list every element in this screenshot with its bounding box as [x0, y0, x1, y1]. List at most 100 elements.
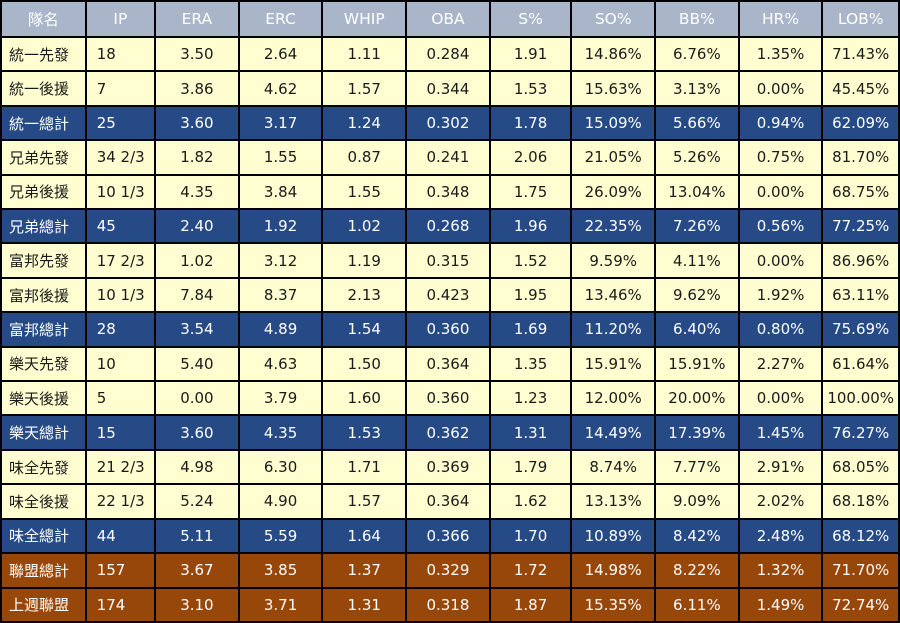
- cell-era: 7.84: [156, 278, 238, 312]
- cell-team: 富邦後援: [2, 278, 85, 312]
- cell-team: 兄弟先發: [2, 141, 85, 174]
- cell-lob-pct: 71.43%: [823, 38, 898, 71]
- cell-erc: 3.71: [239, 588, 322, 621]
- cell-so-pct: 15.35%: [572, 588, 655, 621]
- cell-era: 5.24: [156, 485, 238, 518]
- cell-ip: 18: [86, 38, 155, 71]
- cell-ip: 22 1/3: [86, 485, 155, 518]
- cell-bb-pct: 7.77%: [656, 450, 738, 484]
- cell-hr-pct: 0.94%: [739, 106, 822, 140]
- cell-ip: 44: [86, 519, 155, 553]
- column-header-era: ERA: [156, 2, 238, 36]
- cell-era: 0.00: [156, 382, 238, 415]
- cell-oba: 0.364: [407, 347, 489, 381]
- cell-s-pct: 1.96: [490, 210, 571, 243]
- cell-whip: 2.13: [323, 278, 406, 312]
- cell-bb-pct: 5.66%: [656, 106, 738, 140]
- column-header-oba: OBA: [407, 2, 489, 36]
- cell-erc: 5.59: [239, 519, 322, 553]
- cell-oba: 0.329: [407, 554, 489, 587]
- cell-hr-pct: 2.91%: [739, 450, 822, 484]
- cell-s-pct: 1.35: [490, 347, 571, 381]
- cell-team: 兄弟後援: [2, 175, 85, 209]
- cell-hr-pct: 0.80%: [739, 313, 822, 346]
- table-row-total: 兄弟總計 45 2.40 1.92 1.02 0.268 1.96 22.35% 7.26% 0.…: [2, 210, 898, 243]
- cell-oba: 0.366: [407, 519, 489, 553]
- cell-oba: 0.241: [407, 141, 489, 174]
- cell-ip: 10: [86, 347, 155, 381]
- cell-team: 味全後援: [2, 485, 85, 518]
- cell-lob-pct: 68.12%: [823, 519, 898, 553]
- cell-hr-pct: 2.27%: [739, 347, 822, 381]
- cell-team: 聯盟總計: [2, 554, 85, 587]
- cell-lob-pct: 68.75%: [823, 175, 898, 209]
- cell-team: 富邦總計: [2, 313, 85, 346]
- table-row-relief: 富邦後援 10 1/3 7.84 8.37 2.13 0.423 1.95 13.46% 9.6…: [2, 278, 898, 312]
- cell-oba: 0.348: [407, 175, 489, 209]
- cell-whip: 1.24: [323, 106, 406, 140]
- cell-lob-pct: 77.25%: [823, 210, 898, 243]
- header-row: 隊名 IP ERA ERC WHIP OBA S% SO% BB% HR% LOB%: [2, 2, 898, 36]
- cell-team: 上週聯盟: [2, 588, 85, 621]
- cell-whip: 1.71: [323, 450, 406, 484]
- cell-erc: 6.30: [239, 450, 322, 484]
- cell-hr-pct: 0.75%: [739, 141, 822, 174]
- cell-whip: 1.54: [323, 313, 406, 346]
- cell-team: 樂天後援: [2, 382, 85, 415]
- cell-s-pct: 1.31: [490, 416, 571, 449]
- table-row-starter: 樂天先發 10 5.40 4.63 1.50 0.364 1.35 15.91% 15.91% 2…: [2, 347, 898, 381]
- cell-oba: 0.344: [407, 72, 489, 105]
- cell-oba: 0.318: [407, 588, 489, 621]
- cell-erc: 4.35: [239, 416, 322, 449]
- cell-erc: 3.84: [239, 175, 322, 209]
- cell-lob-pct: 61.64%: [823, 347, 898, 381]
- cell-ip: 7: [86, 72, 155, 105]
- cell-oba: 0.268: [407, 210, 489, 243]
- cell-whip: 1.37: [323, 554, 406, 587]
- cell-ip: 174: [86, 588, 155, 621]
- cell-erc: 3.85: [239, 554, 322, 587]
- cell-bb-pct: 6.76%: [656, 38, 738, 71]
- cell-era: 4.98: [156, 450, 238, 484]
- cell-oba: 0.284: [407, 38, 489, 71]
- table-row-relief: 樂天後援 5 0.00 3.79 1.60 0.360 1.23 12.00% 20.00% 0.…: [2, 382, 898, 415]
- cell-whip: 1.31: [323, 588, 406, 621]
- cell-lob-pct: 62.09%: [823, 106, 898, 140]
- cell-so-pct: 12.00%: [572, 382, 655, 415]
- column-header-lob-pct: LOB%: [823, 2, 898, 36]
- cell-lob-pct: 72.74%: [823, 588, 898, 621]
- cell-lob-pct: 63.11%: [823, 278, 898, 312]
- cell-ip: 157: [86, 554, 155, 587]
- cell-hr-pct: 1.45%: [739, 416, 822, 449]
- cell-whip: 1.55: [323, 175, 406, 209]
- cell-era: 3.54: [156, 313, 238, 346]
- table-row-starter: 富邦先發 17 2/3 1.02 3.12 1.19 0.315 1.52 9.59% 4.11…: [2, 244, 898, 277]
- cell-era: 3.50: [156, 38, 238, 71]
- cell-erc: 8.37: [239, 278, 322, 312]
- cell-hr-pct: 1.49%: [739, 588, 822, 621]
- cell-s-pct: 1.70: [490, 519, 571, 553]
- cell-whip: 1.57: [323, 72, 406, 105]
- cell-erc: 1.55: [239, 141, 322, 174]
- cell-s-pct: 1.69: [490, 313, 571, 346]
- cell-oba: 0.302: [407, 106, 489, 140]
- cell-s-pct: 1.95: [490, 278, 571, 312]
- cell-team: 樂天總計: [2, 416, 85, 449]
- cell-era: 3.60: [156, 106, 238, 140]
- cell-era: 3.10: [156, 588, 238, 621]
- cell-bb-pct: 5.26%: [656, 141, 738, 174]
- cell-hr-pct: 0.00%: [739, 244, 822, 277]
- cell-whip: 1.57: [323, 485, 406, 518]
- cell-ip: 10 1/3: [86, 278, 155, 312]
- cell-so-pct: 13.46%: [572, 278, 655, 312]
- cell-team: 富邦先發: [2, 244, 85, 277]
- cell-era: 1.82: [156, 141, 238, 174]
- cell-oba: 0.423: [407, 278, 489, 312]
- table-row-total: 統一總計 25 3.60 3.17 1.24 0.302 1.78 15.09% 5.66% 0.…: [2, 106, 898, 140]
- cell-whip: 1.64: [323, 519, 406, 553]
- cell-erc: 4.63: [239, 347, 322, 381]
- cell-s-pct: 1.75: [490, 175, 571, 209]
- cell-hr-pct: 1.92%: [739, 278, 822, 312]
- cell-erc: 3.12: [239, 244, 322, 277]
- cell-hr-pct: 0.00%: [739, 72, 822, 105]
